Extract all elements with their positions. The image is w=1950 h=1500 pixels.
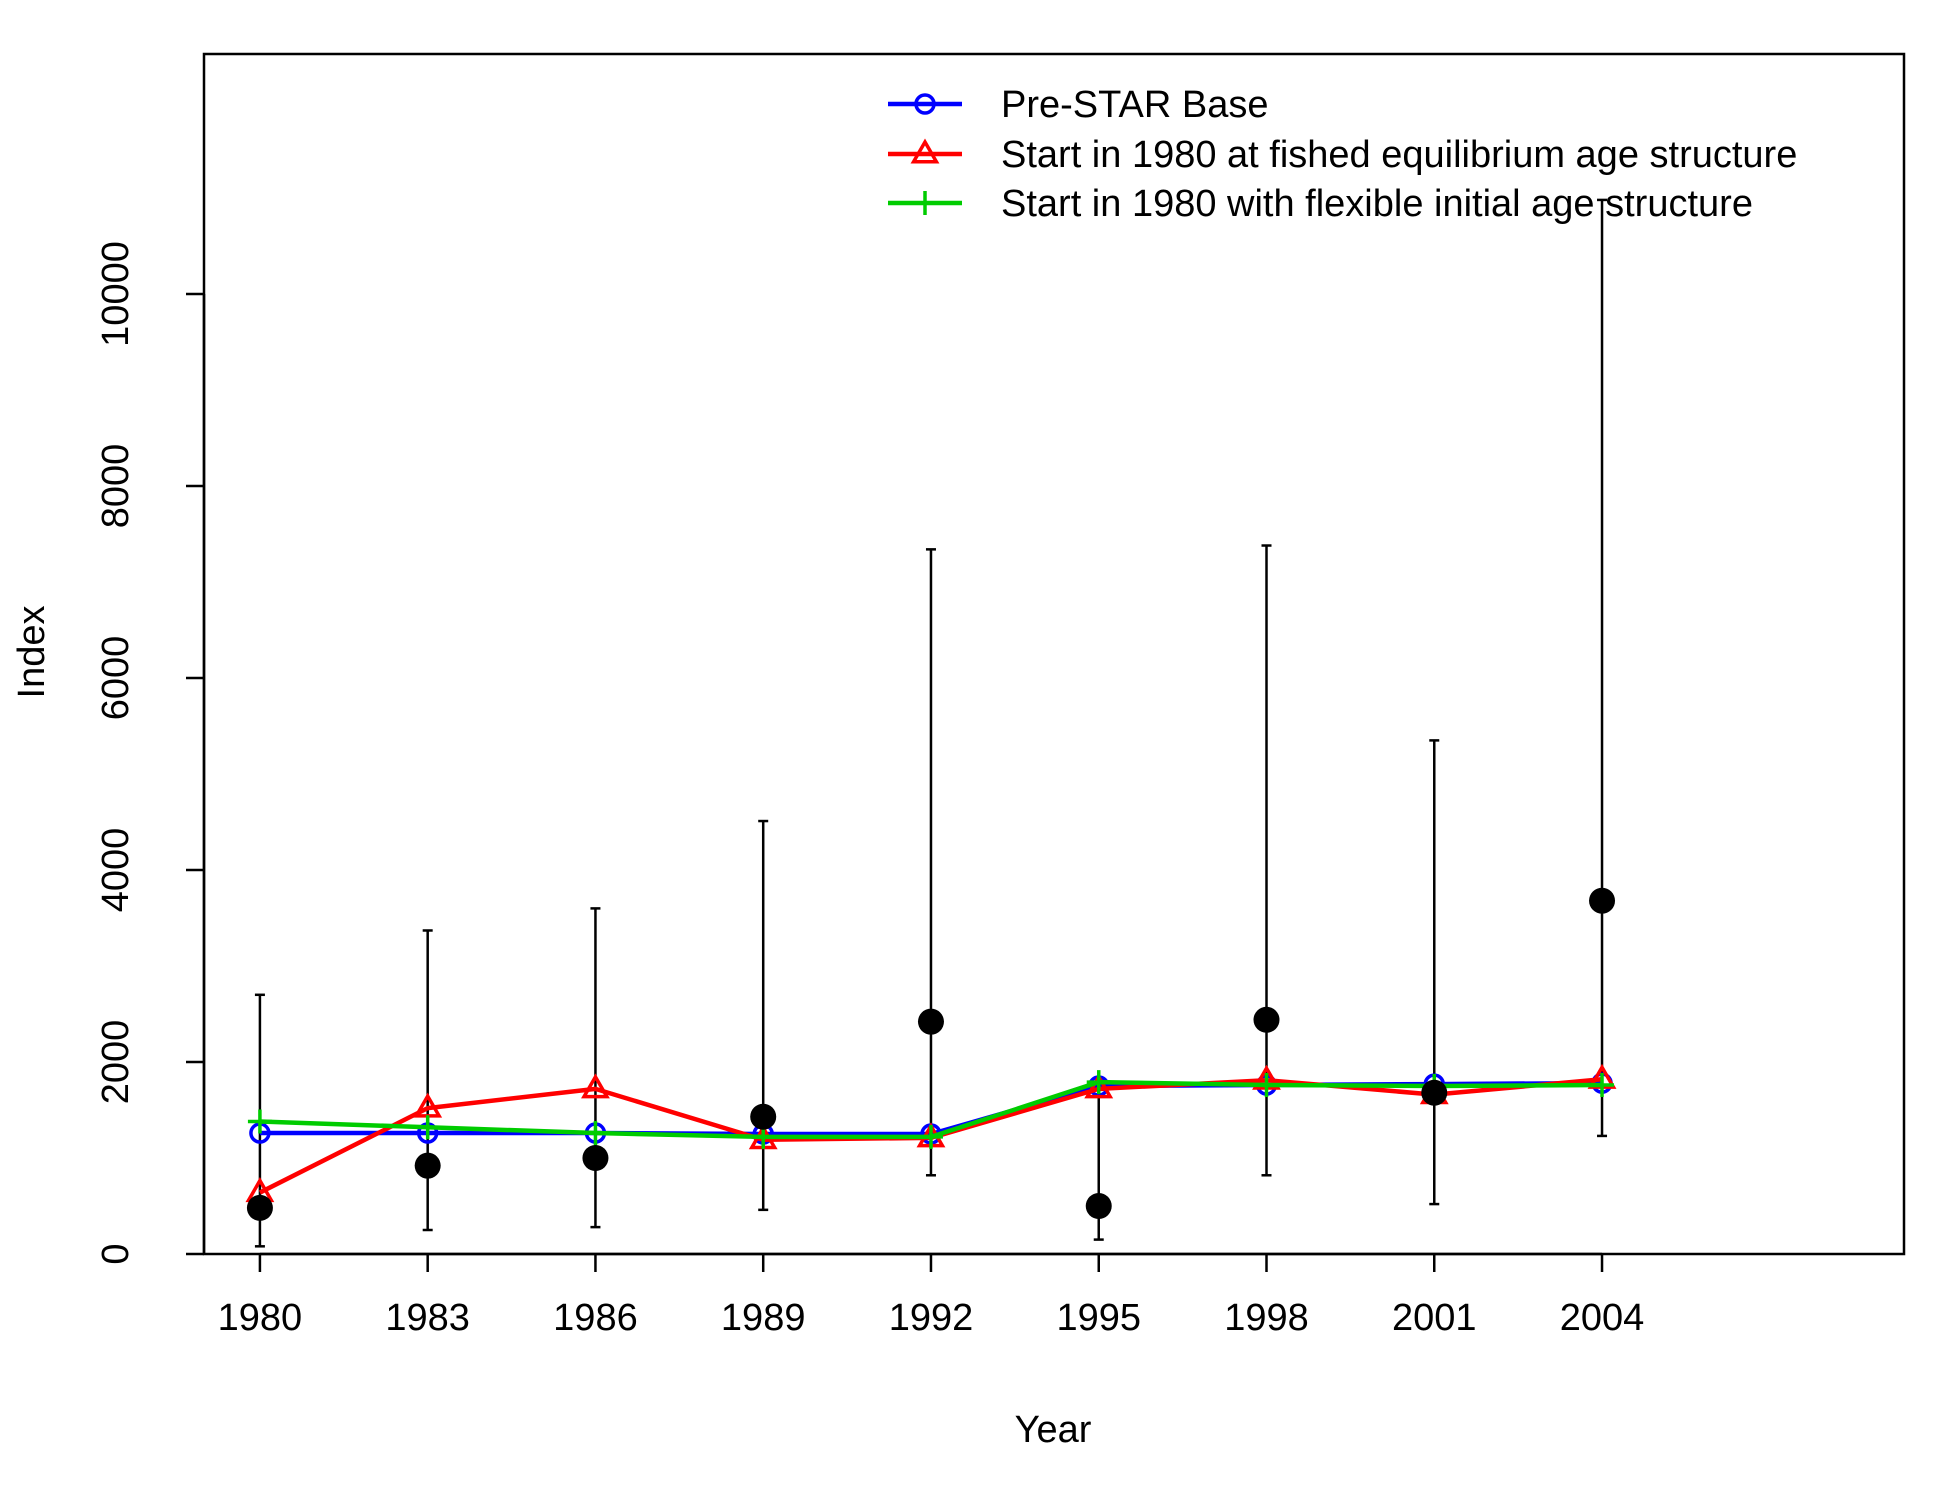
y-tick-label: 10000 <box>95 241 137 347</box>
x-tick-label: 2001 <box>1392 1297 1477 1339</box>
x-tick-label: 1998 <box>1224 1297 1309 1339</box>
series-point-1 <box>581 1073 610 1099</box>
observed-point <box>917 1008 944 1035</box>
series-point-2 <box>415 1115 440 1140</box>
legend-label-0: Pre-STAR Base <box>1001 84 1268 126</box>
x-tick-label: 1992 <box>889 1297 974 1339</box>
legend-marker-2 <box>913 191 937 215</box>
series-point-2 <box>583 1121 608 1146</box>
y-tick-label: 0 <box>95 1243 137 1264</box>
x-tick-label: 1989 <box>721 1297 806 1339</box>
series-point-2 <box>1086 1070 1111 1095</box>
axes: 1980 1983 1986 1989 1992 1995 1998 2001 2004 0 200… <box>95 241 1644 1339</box>
plot-frame <box>202 52 1906 1256</box>
observed-point <box>246 1194 273 1221</box>
x-tick-label: 2004 <box>1560 1297 1645 1339</box>
y-tick-label: 8000 <box>95 444 137 529</box>
series-point-2 <box>247 1109 272 1134</box>
observed-point <box>1589 887 1616 914</box>
legend-marker-1 <box>910 138 940 164</box>
observed-point <box>582 1145 609 1171</box>
observed-point <box>1085 1193 1112 1219</box>
observed-point <box>750 1103 777 1130</box>
y-tick-label: 2000 <box>95 1020 137 1105</box>
series-point-2 <box>1254 1073 1279 1098</box>
observed-points <box>246 887 1616 1221</box>
x-tick-label: 1980 <box>218 1297 303 1339</box>
series-point-2 <box>1590 1073 1615 1098</box>
series-point-1 <box>1084 1073 1114 1099</box>
legend: Pre-STAR Base Start in 1980 at fished equ… <box>888 84 1797 225</box>
legend-label-2: Start in 1980 with flexible initial age … <box>1001 183 1753 225</box>
series-point-2 <box>918 1124 943 1149</box>
x-axis-title: Year <box>1015 1409 1092 1451</box>
x-tick-label: 1986 <box>553 1297 638 1339</box>
y-axis-title: Index <box>11 606 53 699</box>
y-tick-label: 4000 <box>95 828 137 913</box>
y-tick-label: 6000 <box>95 636 137 721</box>
x-tick-label: 1983 <box>385 1297 470 1339</box>
observed-point <box>1421 1079 1448 1106</box>
legend-marker-0 <box>914 93 936 115</box>
x-tick-label: 1995 <box>1056 1297 1141 1339</box>
observed-point <box>414 1152 441 1179</box>
observed-point <box>1253 1006 1280 1033</box>
error-bars <box>254 198 1608 1248</box>
legend-label-1: Start in 1980 at fished equilibrium age … <box>1001 134 1797 176</box>
